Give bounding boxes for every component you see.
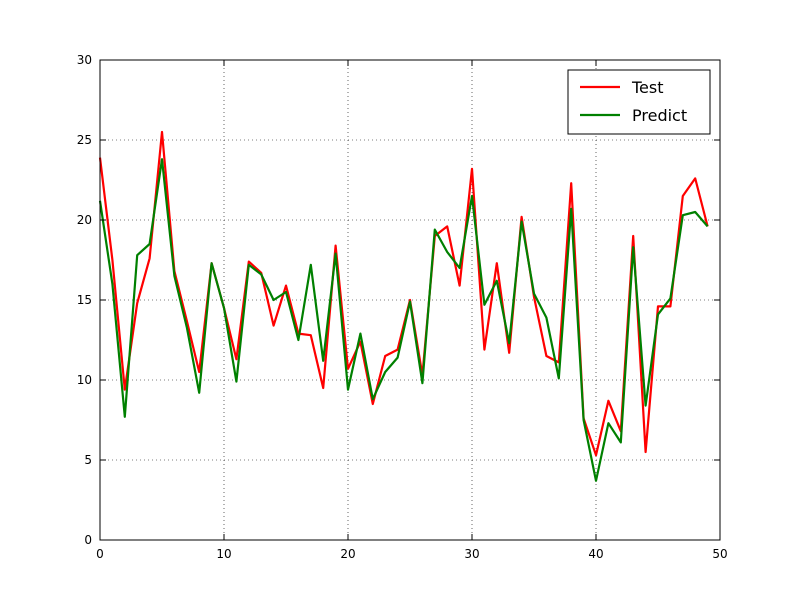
series-line-predict — [98, 158, 709, 482]
y-tick-label: 5 — [84, 453, 92, 467]
x-tick-label: 30 — [464, 547, 479, 561]
axis-ticks: 0 10 20 30 40 50 0 5 10 15 20 25 30 — [77, 53, 728, 561]
x-tick-label: 40 — [588, 547, 603, 561]
y-tick-label: 30 — [77, 53, 92, 67]
legend-box — [567, 69, 711, 135]
y-tick-label: 10 — [77, 373, 92, 387]
x-tick-label: 50 — [712, 547, 727, 561]
x-tick-label: 10 — [216, 547, 231, 561]
y-tick-label: 25 — [77, 133, 92, 147]
x-tick-label: 20 — [340, 547, 355, 561]
y-tick-label: 15 — [77, 293, 92, 307]
legend-label-test: Test — [631, 78, 664, 97]
grid-lines — [100, 60, 720, 540]
legend: Test Predict — [567, 69, 711, 135]
x-tick-label: 0 — [96, 547, 104, 561]
series-layer — [98, 130, 709, 482]
legend-label-predict: Predict — [632, 106, 687, 125]
y-tick-label: 0 — [84, 533, 92, 547]
y-tick-label: 20 — [77, 213, 92, 227]
